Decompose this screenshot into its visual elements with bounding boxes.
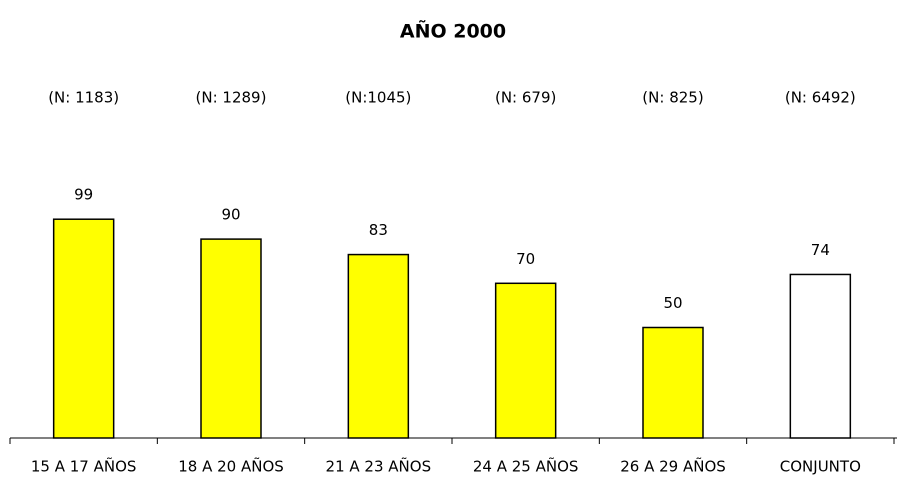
chart-title: AÑO 2000: [400, 19, 506, 43]
annotation: (N: 6492): [785, 89, 856, 107]
value-label: 99: [74, 186, 93, 204]
bar: [642, 326, 704, 439]
annotation: (N:1045): [345, 89, 411, 107]
annotation: (N: 679): [495, 89, 556, 107]
value-label: 83: [369, 221, 388, 239]
bar: [789, 273, 852, 439]
x-tick-label: 26 A 29 AÑOS: [620, 457, 726, 476]
value-label: 70: [516, 250, 535, 268]
value-label: 90: [221, 206, 240, 224]
x-tick-label: 18 A 20 AÑOS: [178, 457, 284, 476]
value-label: 74: [811, 241, 830, 259]
x-tick-label: 24 A 25 AÑOS: [473, 457, 579, 476]
annotation: (N: 1289): [196, 89, 267, 107]
x-tick-label: 15 A 17 AÑOS: [31, 457, 137, 476]
bar: [52, 218, 115, 439]
bar: [494, 282, 557, 439]
bar: [200, 238, 262, 439]
x-tick-label: 21 A 23 AÑOS: [326, 457, 432, 476]
value-label: 50: [663, 294, 682, 312]
annotation: (N: 825): [642, 89, 703, 107]
annotation: (N: 1183): [48, 89, 119, 107]
bar: [347, 253, 410, 439]
x-tick-label: CONJUNTO: [780, 458, 861, 476]
